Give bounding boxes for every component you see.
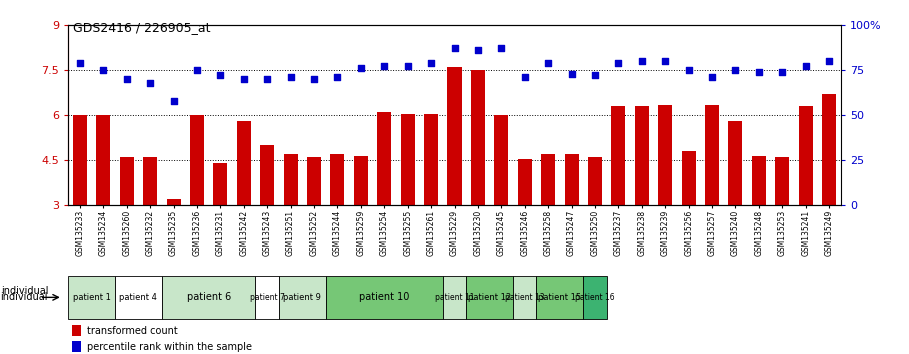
Bar	[799, 106, 813, 205]
Point	[377, 63, 392, 69]
Bar	[162, 276, 255, 319]
Bar	[236, 121, 251, 205]
Point	[447, 45, 462, 51]
Point	[236, 76, 251, 82]
Text: patient 16: patient 16	[575, 293, 614, 302]
Bar	[143, 157, 157, 205]
Text: patient 9: patient 9	[284, 293, 321, 302]
Point	[728, 67, 743, 73]
Point	[119, 76, 134, 82]
Point	[704, 74, 719, 80]
Bar	[166, 199, 181, 205]
Bar	[115, 276, 162, 319]
Point	[611, 60, 625, 65]
Bar	[447, 67, 462, 205]
Point	[424, 60, 438, 65]
Bar	[72, 325, 81, 336]
Point	[775, 69, 790, 75]
Point	[588, 73, 603, 78]
Text: patient 1: patient 1	[73, 293, 111, 302]
Point	[471, 47, 485, 53]
Point	[143, 80, 157, 85]
Point	[166, 98, 181, 103]
Point	[494, 45, 509, 51]
Text: patient 4: patient 4	[119, 293, 157, 302]
Text: transformed count: transformed count	[87, 326, 178, 336]
Bar	[682, 151, 695, 205]
Point	[682, 67, 696, 73]
Point	[306, 76, 321, 82]
Point	[190, 67, 205, 73]
Bar	[513, 276, 536, 319]
Bar	[425, 114, 438, 205]
Point	[284, 74, 298, 80]
Point	[564, 71, 579, 76]
Point	[634, 58, 649, 64]
Text: patient 13: patient 13	[504, 293, 544, 302]
Point	[798, 63, 813, 69]
Point	[213, 73, 227, 78]
Text: patient 6: patient 6	[186, 292, 231, 302]
Bar	[822, 94, 836, 205]
Text: individual: individual	[0, 292, 47, 302]
Bar	[401, 114, 415, 205]
Bar	[260, 145, 275, 205]
Point	[822, 58, 836, 64]
Text: patient 12: patient 12	[468, 293, 511, 302]
Text: patient 15: patient 15	[538, 293, 582, 302]
Bar	[354, 156, 368, 205]
Text: patient 10: patient 10	[359, 292, 409, 302]
Point	[330, 74, 345, 80]
Bar	[634, 106, 649, 205]
Bar	[752, 156, 766, 205]
Bar	[584, 276, 606, 319]
Text: patient 7: patient 7	[250, 293, 285, 302]
Bar	[255, 276, 279, 319]
Bar	[705, 104, 719, 205]
Point	[260, 76, 275, 82]
Point	[752, 69, 766, 75]
Point	[354, 65, 368, 71]
Bar	[536, 276, 584, 319]
Bar	[279, 276, 325, 319]
Text: individual: individual	[1, 286, 49, 296]
Text: patient 11: patient 11	[435, 293, 474, 302]
Bar	[564, 154, 579, 205]
Point	[658, 58, 673, 64]
Bar	[325, 276, 443, 319]
Bar	[120, 157, 134, 205]
Bar	[612, 106, 625, 205]
Text: percentile rank within the sample: percentile rank within the sample	[87, 342, 253, 352]
Bar	[330, 154, 345, 205]
Bar	[284, 154, 297, 205]
Bar	[190, 115, 204, 205]
Bar	[73, 115, 87, 205]
Point	[400, 63, 415, 69]
Point	[73, 60, 87, 65]
Bar	[68, 276, 115, 319]
Bar	[588, 157, 602, 205]
Bar	[494, 115, 508, 205]
Bar	[775, 157, 789, 205]
Bar	[541, 154, 555, 205]
Bar	[471, 70, 484, 205]
Bar	[728, 121, 743, 205]
Bar	[518, 159, 532, 205]
Bar	[96, 115, 110, 205]
Bar	[72, 341, 81, 353]
Point	[96, 67, 111, 73]
Point	[517, 74, 532, 80]
Bar	[377, 112, 391, 205]
Bar	[443, 276, 466, 319]
Bar	[214, 163, 227, 205]
Text: GDS2416 / 226905_at: GDS2416 / 226905_at	[73, 21, 210, 34]
Bar	[658, 104, 673, 205]
Bar	[307, 157, 321, 205]
Bar	[466, 276, 513, 319]
Point	[541, 60, 555, 65]
